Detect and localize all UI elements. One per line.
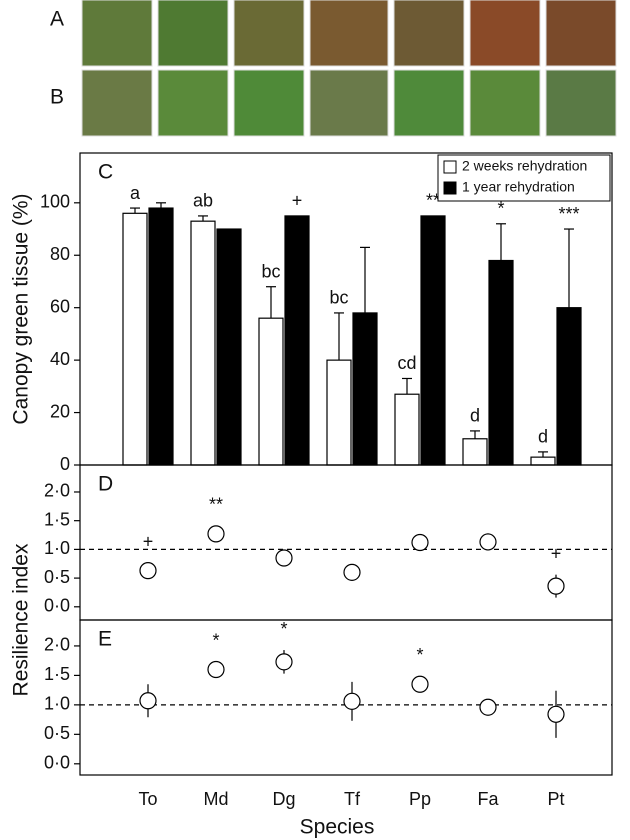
significance-label: cd [397,353,416,373]
bar [530,456,556,466]
point [479,698,497,716]
bar [394,393,420,466]
photo-panels: A B [50,0,617,137]
y-tick-label: 0·0 [44,596,70,616]
x-tick-label: Pp [409,789,431,809]
point [411,533,429,552]
y-tick-label: 20 [50,401,70,421]
y-axis-label: Canopy green tissue (%) [10,193,33,424]
point [207,660,225,679]
y-tick-label: 1·0 [44,538,70,558]
bar [326,359,352,466]
bar [284,215,310,466]
point [343,692,361,710]
bar [148,207,174,466]
significance-label: * [212,630,219,650]
x-tick-label: Pt [547,789,564,809]
y-tick-label: 0·0 [44,753,70,773]
y-tick-label: 0·5 [44,567,70,587]
x-tick-label: Md [203,789,228,809]
y-tick-label: 1·5 [44,664,70,684]
significance-label: *** [558,204,579,224]
panel-label: B [50,86,64,109]
point [275,549,293,567]
panel-label: D [98,473,113,496]
x-tick-label: Tf [344,789,361,809]
plot-frame [79,619,613,776]
point [547,577,565,595]
y-tick-label: 2·0 [44,635,70,655]
y-tick-label: 40 [50,349,70,369]
y-tick-label: 0·5 [44,723,70,743]
y-tick-label: 1·0 [44,694,70,714]
significance-label: ab [193,191,213,211]
panel-label: E [98,628,112,651]
bar [462,438,488,466]
point [139,692,157,710]
significance-label: bc [329,288,348,308]
y-tick-label: 2·0 [44,481,70,501]
bar [216,228,242,466]
legend-label: 1 year rehydration [462,179,575,195]
point [275,653,293,671]
significance-label: + [292,191,303,211]
y-tick-label: 60 [50,296,70,316]
legend-swatch [443,181,457,195]
significance-label: * [416,645,423,665]
plot-frame [79,464,613,621]
significance-label: a [130,183,141,203]
bar [488,259,514,466]
y-tick-label: 100 [40,192,70,212]
panel-label: C [98,161,113,184]
significance-label: * [497,199,504,219]
significance-label: d [538,427,548,447]
x-tick-label: Fa [477,789,499,809]
bar [420,215,446,466]
significance-label: ** [209,495,223,515]
significance-label: * [280,619,287,639]
point [343,563,361,581]
point [139,562,157,580]
bar [190,220,216,466]
significance-label: + [551,543,562,563]
point [207,525,225,543]
y-tick-label: 1·5 [44,509,70,529]
point [547,705,565,723]
y-tick-label: 80 [50,244,70,264]
legend-label: 2 weeks rehydration [462,158,587,174]
x-tick-label: Dg [272,789,295,809]
legend-box [437,154,611,202]
bar [122,212,148,466]
bar [556,307,582,466]
significance-label: bc [261,261,280,281]
bar [352,312,378,466]
panel-label: A [50,8,64,31]
legend-swatch [443,160,457,174]
y-axis-label: Resilience index [10,543,33,696]
y-tick-label: 0 [60,454,70,474]
significance-label: + [143,531,154,551]
point [411,675,429,693]
x-axis-label: Species [300,816,375,839]
bar [258,317,284,466]
significance-label: ** [426,191,440,211]
x-tick-label: To [138,789,157,809]
point [479,533,497,551]
significance-label: d [470,406,480,426]
